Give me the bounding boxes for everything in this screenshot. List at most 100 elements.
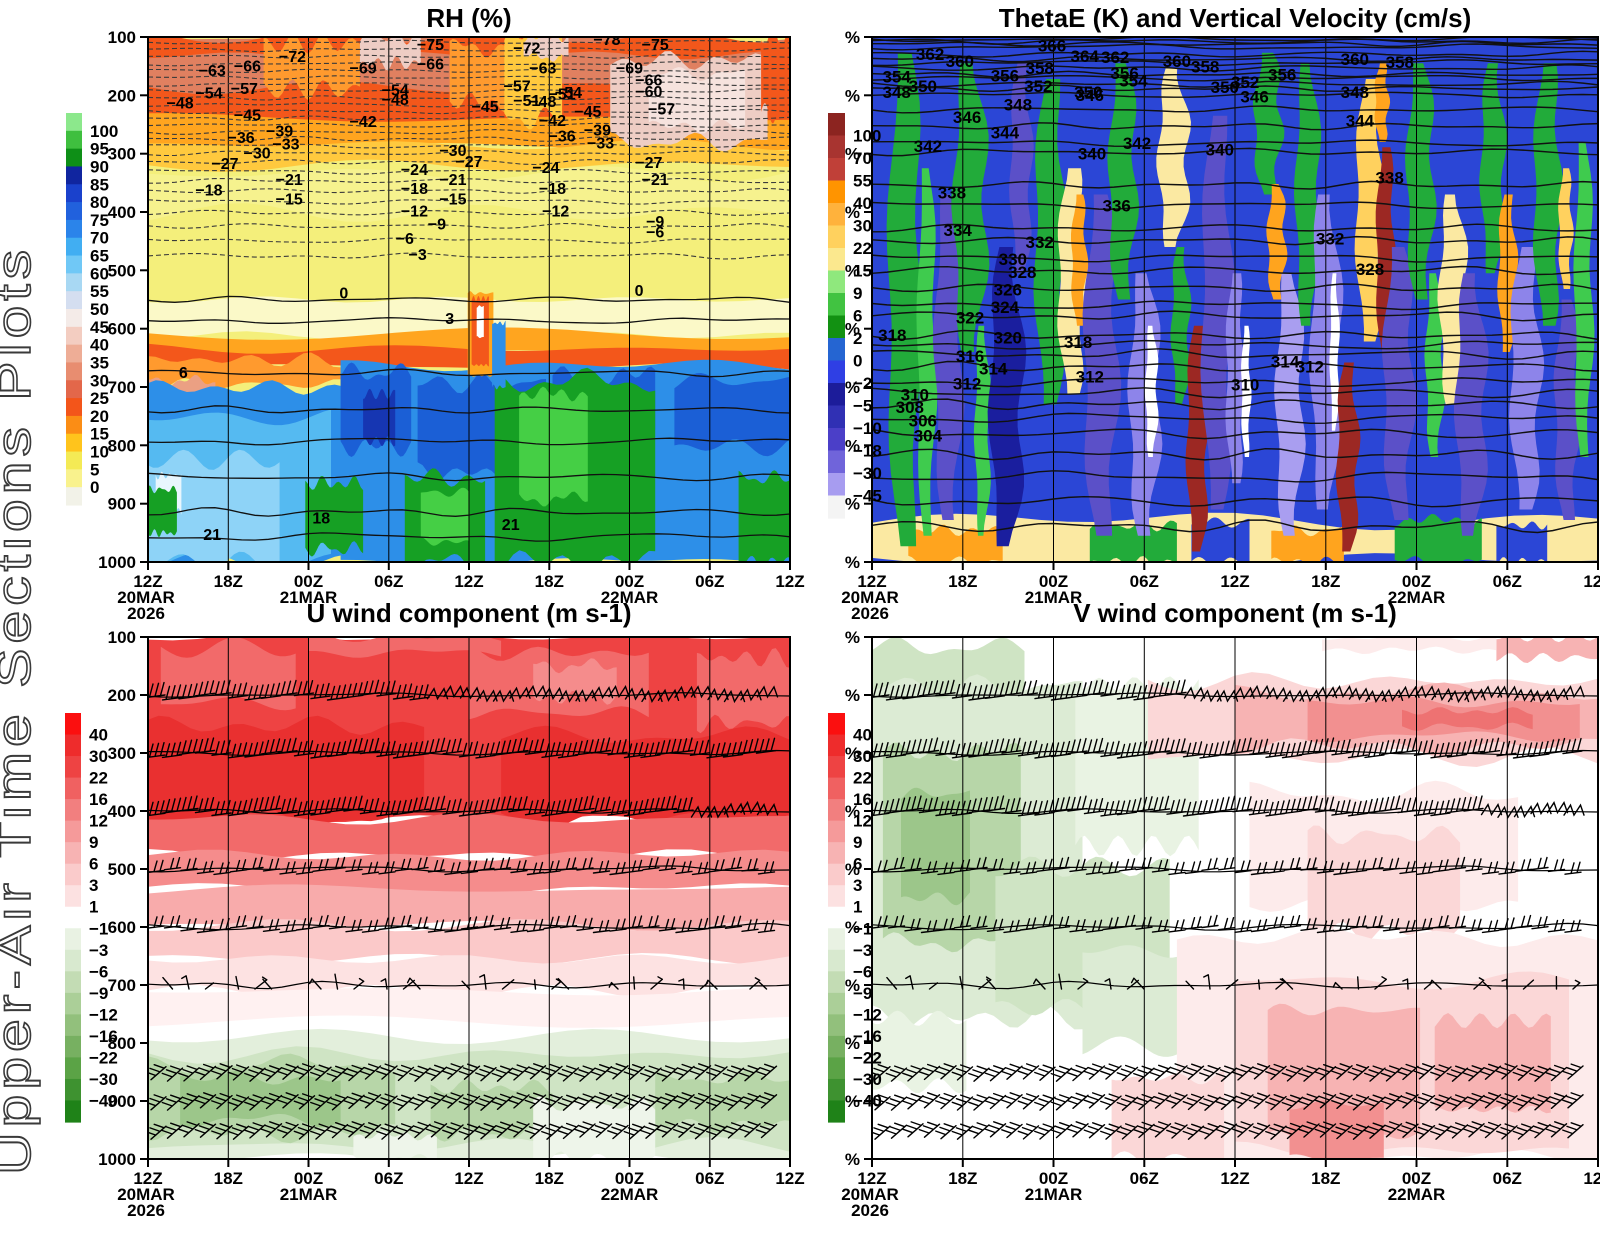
filled-column: [1274, 273, 1306, 536]
contour-label: −54: [195, 86, 222, 103]
colorbar-segment: [66, 255, 82, 274]
contour-label: 310: [1231, 376, 1259, 395]
x-tick-label: 00Z: [1402, 1169, 1431, 1188]
contour-label: −66: [417, 56, 444, 73]
contour-label: −30: [244, 146, 271, 163]
y-tick-label: 1000: [98, 553, 136, 572]
filled-column: [1405, 63, 1437, 300]
contour-line: [148, 108, 790, 115]
filled-region: [901, 787, 970, 906]
contour-label: 328: [1008, 263, 1036, 282]
contour-label: −63: [199, 63, 226, 80]
colorbar-label: 15: [853, 262, 872, 281]
x-tick-label: 18Z: [948, 572, 977, 591]
contour-line: [872, 223, 1598, 233]
contour-label: 332: [1026, 233, 1054, 252]
colorbar-label: −30: [853, 1070, 882, 1089]
x-axis-date-label: 21MAR: [280, 588, 338, 607]
colorbar-segment: [828, 799, 845, 822]
contour-label: −54: [382, 83, 409, 100]
filled-region: [648, 67, 746, 134]
filled-column: [1553, 299, 1582, 520]
colorbar-label: 1: [853, 898, 862, 917]
y-tick-label: 600: [108, 918, 136, 937]
x-axis-date-label: 2026: [127, 604, 165, 623]
colorbar-label: −1: [853, 919, 872, 938]
contour-line: [872, 74, 1598, 82]
contour-label: −69: [350, 61, 377, 78]
contour-line: [872, 235, 1598, 246]
colorbar-segment: [66, 415, 82, 435]
x-tick-label: 12Z: [1583, 1169, 1600, 1188]
colorbar-label: 2: [853, 329, 862, 348]
filled-region: [1289, 1100, 1384, 1159]
wind-barb-row: [872, 1092, 1584, 1111]
wind-barb-row: [872, 856, 1582, 876]
colorbar-segment: [828, 820, 845, 843]
filled-column: [951, 63, 990, 353]
colorbar-label: −45: [853, 487, 882, 506]
colorbar-segment: [65, 799, 81, 822]
filled-region: [1322, 637, 1497, 654]
contour-label: −66: [234, 58, 261, 75]
contour-line: [872, 139, 1598, 148]
filled-column: [973, 325, 992, 536]
colorbar-label: −12: [89, 1005, 118, 1024]
contour-label: −48: [529, 94, 556, 111]
x-tick-label: 00Z: [294, 1169, 323, 1188]
filled-column: [1454, 273, 1489, 536]
contour-line: [872, 447, 1598, 461]
contour-line: [148, 122, 790, 128]
y-tick-label: %: [845, 495, 860, 514]
filled-region: [308, 637, 502, 658]
contour-line: [148, 199, 790, 205]
contour-line: [872, 310, 1598, 322]
contour-label: −42: [539, 113, 566, 130]
contour-label: 316: [956, 347, 984, 366]
field-vwind: [872, 637, 1598, 1159]
filled-column: [932, 194, 965, 520]
panel-title: ThetaE (K) and Vertical Velocity (cm/s): [999, 3, 1471, 33]
x-tick-label: 18Z: [214, 1169, 243, 1188]
colorbar-segment: [828, 1057, 845, 1080]
contour-line: [148, 81, 790, 87]
panel-vwind: V wind component (m s-1)%%%%%%%%%%12Z 18Z…: [841, 598, 1600, 1220]
colorbar-label: 9: [853, 284, 862, 303]
filled-column: [1509, 247, 1545, 510]
contour-label: 330: [999, 250, 1027, 269]
contour-line: [148, 150, 790, 157]
contour-label: 0: [635, 283, 644, 300]
colorbar-label: 55: [90, 282, 109, 301]
y-tick-label: %: [845, 28, 860, 47]
contour-line: [872, 412, 1598, 425]
contour-label: −36: [549, 129, 576, 146]
contour-label: 356: [1268, 65, 1296, 84]
y-tick-label: 700: [108, 976, 136, 995]
contour-label: 346: [1240, 87, 1268, 106]
contour-label: 332: [1316, 230, 1344, 249]
colorbar-label: −6: [89, 962, 108, 981]
x-axis-date-label: 21MAR: [1025, 1185, 1083, 1204]
colorbar-label: 20: [90, 407, 109, 426]
colorbar-label: 80: [90, 193, 109, 212]
wind-barb-row: [148, 1063, 778, 1082]
contour-label: −75: [642, 37, 669, 54]
colorbar-segment: [828, 713, 845, 736]
filled-column: [1225, 273, 1247, 484]
contour-label: 338: [938, 183, 966, 202]
colorbar-segment: [828, 428, 845, 452]
contour-label: 308: [896, 398, 924, 417]
contour-line: [148, 47, 790, 53]
x-tick-label: 18Z: [535, 572, 564, 591]
wind-barb-row: [148, 914, 776, 934]
contour-label: 338: [1375, 169, 1403, 188]
contour-label: −45: [574, 104, 601, 121]
colorbar-segment: [828, 180, 845, 204]
contour-label: 354: [883, 67, 912, 86]
contour-label: −63: [529, 61, 556, 78]
x-tick-label: 06Z: [374, 1169, 403, 1188]
contour-label: −12: [401, 203, 428, 220]
contour-label: 360: [946, 52, 974, 71]
y-tick-label: %: [845, 86, 860, 105]
contour-label: 366: [1038, 36, 1066, 55]
